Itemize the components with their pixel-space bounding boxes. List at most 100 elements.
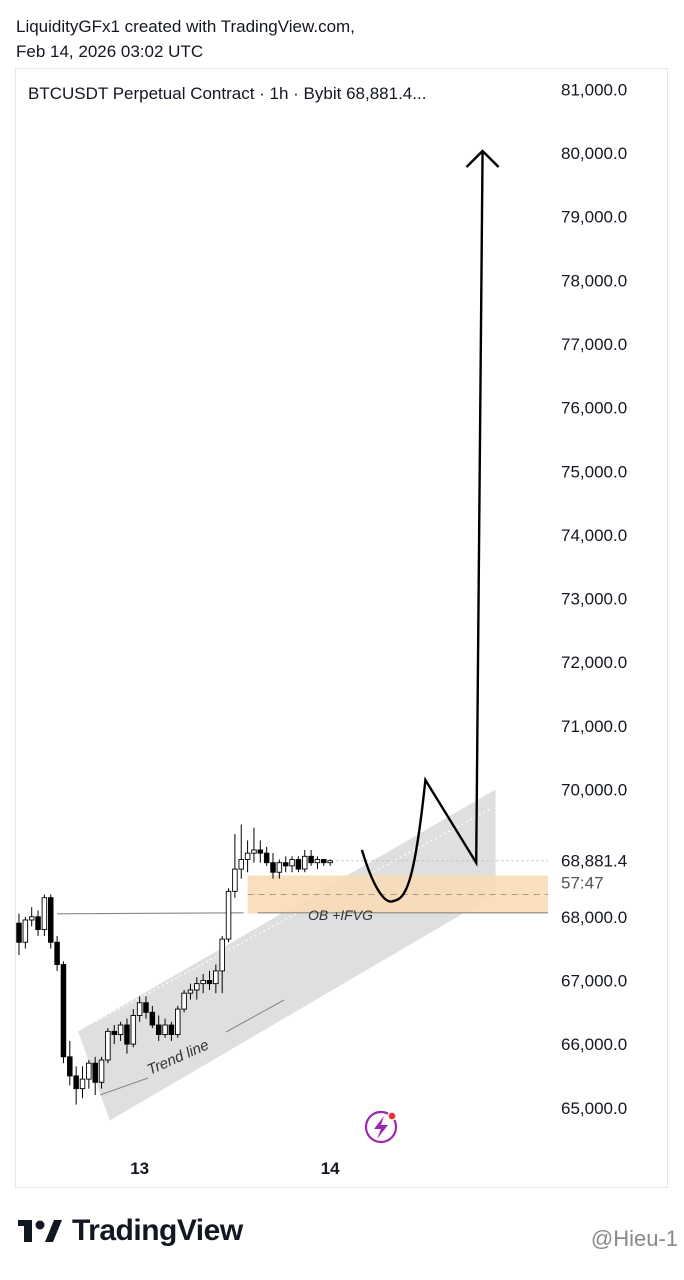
candle[interactable] [213,964,219,994]
candle-body [143,1002,149,1013]
candle[interactable] [79,1066,86,1099]
candle[interactable] [327,859,333,866]
candle[interactable] [270,853,276,879]
tradingview-logo: TradingView [18,1214,243,1248]
candle[interactable] [206,970,213,990]
candle-body [238,859,244,870]
candle[interactable] [168,1021,175,1041]
candle[interactable] [219,935,225,994]
candle[interactable] [136,996,143,1022]
candle-body [48,897,54,943]
candle[interactable] [130,1009,137,1048]
lightning-icon[interactable] [364,1110,398,1144]
candle[interactable] [92,1056,98,1096]
y-tick-label: 72,000.0 [561,653,627,672]
candle[interactable] [60,961,67,1064]
candle[interactable] [143,996,149,1019]
candle-body [155,1024,162,1036]
candle[interactable] [308,849,314,866]
y-tick-label: 66,000.0 [561,1035,627,1054]
candle-body [67,1056,73,1077]
candle-body [289,859,295,867]
candle[interactable] [111,1025,117,1045]
candle-body [187,989,194,994]
candle-body [35,916,41,930]
y-tick-label: 76,000.0 [561,399,627,418]
ob-ifvg-zone [247,875,548,914]
candle[interactable] [257,840,264,863]
candle[interactable] [251,827,257,863]
candle[interactable] [117,1021,124,1041]
y-tick-label: 68,000.0 [561,908,627,927]
candle[interactable] [162,1018,168,1038]
projection-arrowhead [465,149,500,168]
candle[interactable] [244,840,251,873]
candle-body [251,849,257,854]
candle[interactable] [41,894,48,936]
candle[interactable] [174,1005,181,1038]
candle[interactable] [276,859,283,879]
candle-body [98,1059,105,1083]
x-tick-label: 13 [130,1159,149,1178]
candle-body [314,859,321,864]
candle[interactable] [86,1060,92,1089]
candle[interactable] [67,1040,73,1086]
candle[interactable] [321,859,327,866]
header-date-line: Feb 14, 2026 03:02 UTC [16,42,204,61]
y-tick-label: 65,000.0 [561,1099,627,1118]
candle[interactable] [155,1015,162,1041]
candle[interactable] [194,977,200,1000]
candle[interactable] [295,856,302,873]
candle[interactable] [98,1056,105,1089]
candle-body [92,1062,98,1083]
candle[interactable] [28,907,35,927]
candle-body [257,849,264,854]
candle-body [79,1078,86,1090]
candle[interactable] [35,910,41,936]
candle[interactable] [232,834,238,898]
candle[interactable] [263,846,270,866]
candle[interactable] [302,849,308,873]
candle[interactable] [22,916,29,949]
candle[interactable] [149,1005,156,1029]
y-tick-label: 70,000.0 [561,781,627,800]
candle-body [225,890,232,940]
candle-body [206,980,213,985]
candle-body [295,859,302,870]
author-handle: @Hieu-1 [590,1226,678,1251]
candle-body [16,922,22,943]
candle[interactable] [181,989,187,1013]
candle[interactable] [289,856,295,873]
candle[interactable] [187,983,194,1000]
candle[interactable] [238,824,244,879]
header-author-line: LiquidityGFx1 created with TradingView.c… [16,17,355,36]
candle[interactable] [16,913,22,955]
candle[interactable] [124,1018,130,1054]
tradingview-wordmark: TradingView [72,1214,243,1247]
y-tick-label: 74,000.0 [561,526,627,545]
trend-line-left [99,1077,149,1096]
y-tick-label: 79,000.0 [561,208,627,227]
candle[interactable] [54,935,60,971]
candle[interactable] [282,856,289,873]
y-tick-label: 67,000.0 [561,971,627,990]
candle[interactable] [200,974,206,994]
symbol-info-line[interactable]: BTCUSDT Perpetual Contract · 1h · Bybit … [28,84,427,103]
candle[interactable] [73,1066,79,1105]
y-tick-label: 71,000.0 [561,717,627,736]
trend-channel [78,789,496,1121]
candle-body [181,992,187,1010]
candle-body [22,919,29,943]
trend-line-right [225,999,285,1033]
projection-path [360,152,484,903]
candle[interactable] [105,1028,111,1064]
chart-frame [15,68,668,1188]
candle-body [270,862,276,873]
candle[interactable] [48,894,54,949]
candle-body [73,1075,79,1090]
candle[interactable] [314,856,321,870]
candle[interactable] [225,888,232,943]
candle-body [232,868,238,892]
y-tick-label: 81,000.0 [561,80,627,99]
